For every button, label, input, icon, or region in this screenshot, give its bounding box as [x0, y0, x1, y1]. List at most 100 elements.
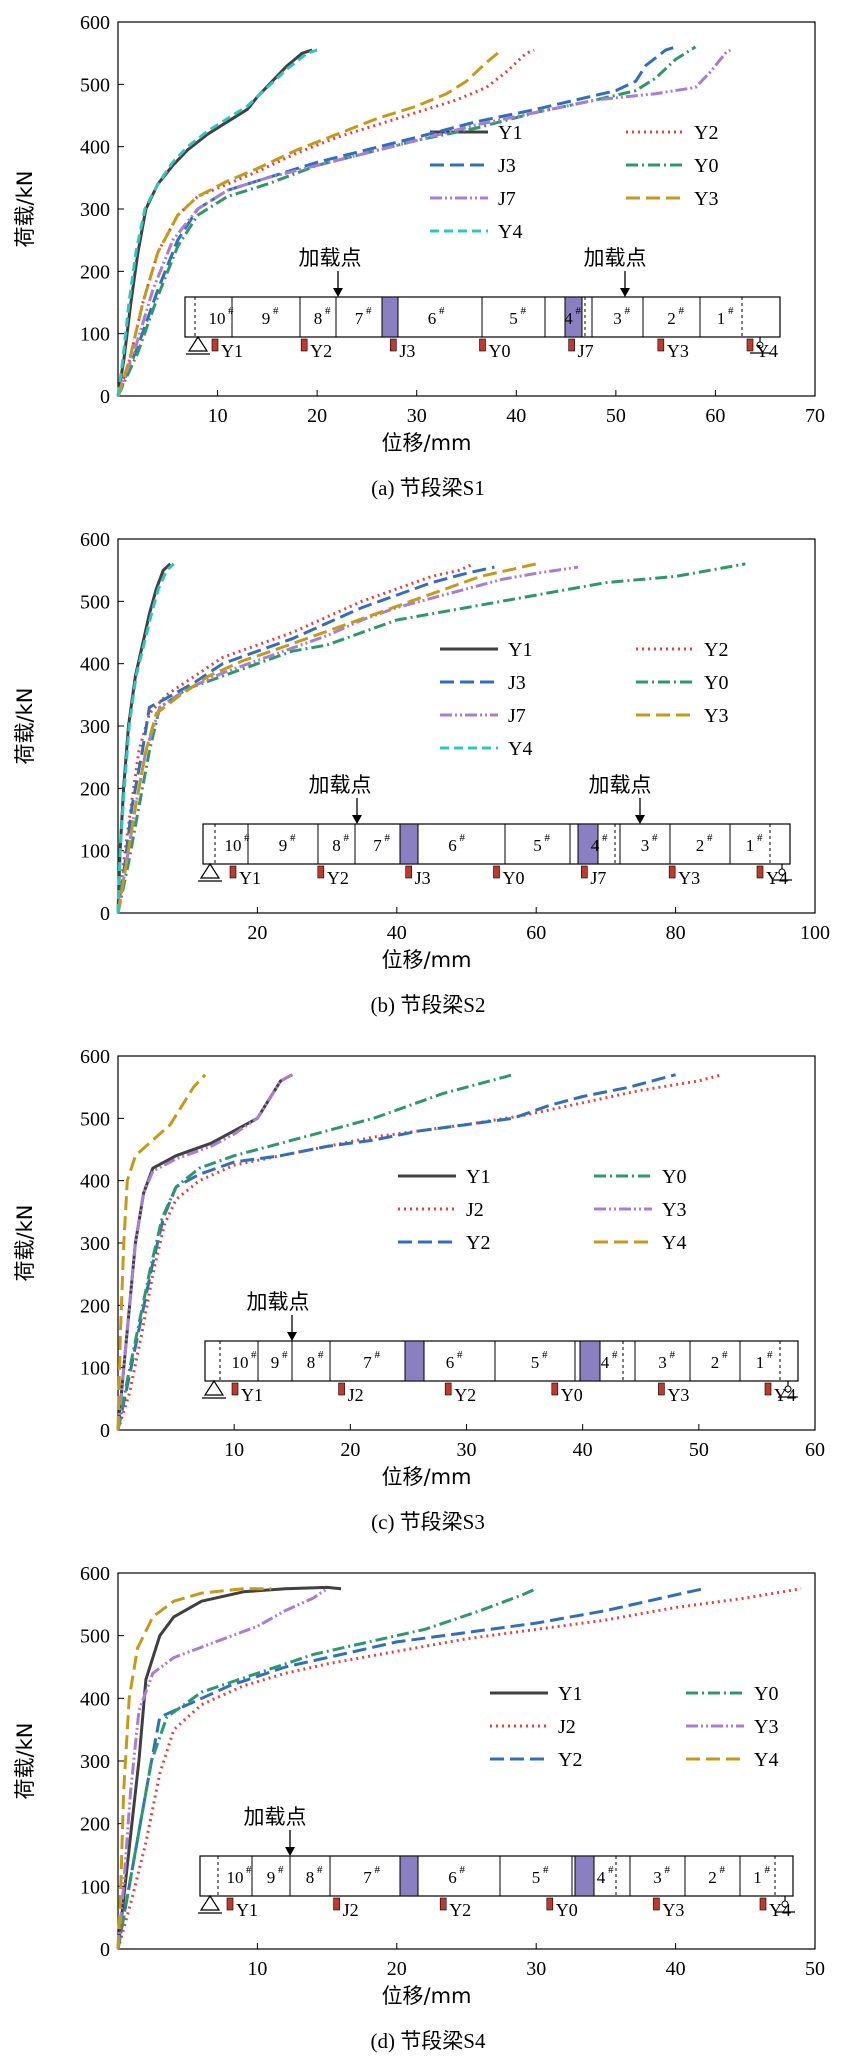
- legend-label-y4: Y4: [508, 738, 532, 760]
- chart-caption: (a) 节段梁S1: [371, 476, 485, 500]
- beam-outline: [204, 1340, 799, 1382]
- x-tick-label: 60: [526, 922, 546, 944]
- chart-svg-c: 0 100 200 300 400 500 600 10 20 30 40 50 60 位移/mm 荷载/k…: [13, 1046, 825, 1534]
- roller-circle: [778, 868, 786, 876]
- chart-svg-b: 0 100 200 300 400 500 600 20 40 60 80 100 位移/mm 荷载/kN…: [13, 529, 830, 1017]
- segment-label: 7: [373, 836, 382, 855]
- series-line-y3: [116, 48, 503, 397]
- series-line-y4: [116, 562, 175, 914]
- segment-superscript: #: [318, 1349, 324, 1361]
- segment-label: 3: [613, 309, 622, 328]
- segment-label: 10: [227, 1868, 244, 1887]
- segment-superscript: #: [720, 1864, 726, 1876]
- legend-label-y1: Y1: [508, 639, 532, 661]
- series-line-y0: [116, 1587, 537, 1950]
- y-tick-label: 200: [80, 778, 110, 800]
- y-tick-label: 300: [80, 1751, 110, 1773]
- legend-label-y1: Y1: [558, 1683, 582, 1705]
- segment-label: 9: [262, 309, 271, 328]
- x-tick-label: 10: [247, 1958, 267, 1980]
- displacement-gauge-icon: [300, 338, 308, 352]
- segment-superscript: #: [728, 305, 734, 317]
- legend-label-j3: J3: [508, 672, 526, 694]
- segment-superscript: #: [251, 1349, 257, 1361]
- segment-label: 2: [696, 836, 705, 855]
- legend-label-j2: J2: [466, 1199, 484, 1221]
- y-tick-label: 500: [80, 591, 110, 613]
- series-line-j7: [116, 48, 732, 397]
- y-tick-label: 0: [100, 1420, 110, 1442]
- load-arrow-head-icon: [333, 288, 343, 297]
- displacement-gauge-icon: [405, 865, 412, 879]
- series-line-y2: [116, 562, 475, 914]
- x-tick-label: 100: [800, 922, 830, 944]
- chart-caption: (b) 节段梁S2: [371, 993, 486, 1017]
- legend-label-y1: Y1: [466, 1166, 490, 1188]
- segment-superscript: #: [385, 832, 391, 844]
- gauge-label: J3: [399, 341, 415, 361]
- segment-label: 6: [448, 836, 457, 855]
- segment-superscript: #: [317, 1864, 323, 1876]
- segment-superscript: #: [757, 832, 763, 844]
- y-tick-label: 400: [80, 137, 110, 159]
- y-tick-label: 100: [80, 1358, 110, 1380]
- segment-label: 3: [658, 1353, 667, 1372]
- segment-superscript: #: [273, 305, 279, 317]
- gauge-label: J7: [590, 868, 606, 888]
- pin-support-icon: [199, 1894, 221, 1911]
- y-tick-label: 200: [80, 1295, 110, 1317]
- legend-label-y3: Y3: [694, 188, 718, 210]
- segment-superscript: #: [244, 832, 250, 844]
- load-arrow-head-icon: [620, 288, 630, 297]
- displacement-gauge-icon: [653, 1897, 660, 1911]
- gauge-label: Y0: [556, 1900, 578, 1920]
- segment-superscript: #: [545, 832, 551, 844]
- series-line-y4: [116, 1587, 272, 1950]
- legend-label-j7: J7: [508, 705, 526, 727]
- legend-label-y1: Y1: [498, 122, 522, 144]
- roller-circle: [784, 1385, 792, 1393]
- segment-superscript: #: [282, 1349, 288, 1361]
- segment-label: 1: [746, 836, 755, 855]
- joint-block: [574, 1855, 595, 1897]
- gauge-label: Y2: [327, 868, 349, 888]
- segment-label: 5: [531, 1353, 540, 1372]
- x-tick-label: 20: [340, 1439, 360, 1461]
- segment-label: 6: [446, 1353, 455, 1372]
- legend-label-y3: Y3: [754, 1716, 778, 1738]
- segment-label: 9: [271, 1353, 280, 1372]
- segment-label: 10: [209, 309, 226, 328]
- displacement-gauge-icon: [668, 865, 676, 879]
- segment-label: 8: [332, 836, 341, 855]
- y-tick-label: 400: [80, 654, 110, 676]
- chart-panel-b: 0 100 200 300 400 500 600 20 40 60 80 100 位移/mm 荷载/kN…: [0, 517, 856, 1034]
- segment-label: 1: [753, 1868, 762, 1887]
- y-tick-label: 0: [100, 1939, 110, 1961]
- segment-label: 4: [597, 1868, 606, 1887]
- segment-superscript: #: [460, 832, 466, 844]
- y-tick-label: 0: [100, 386, 110, 408]
- x-tick-label: 40: [506, 405, 526, 427]
- gauge-label: Y2: [454, 1385, 476, 1405]
- x-tick-label: 20: [247, 922, 267, 944]
- gauge-label: Y1: [221, 341, 243, 361]
- segment-superscript: #: [576, 305, 582, 317]
- joint-block: [399, 1855, 419, 1897]
- displacement-gauge-icon: [333, 1897, 340, 1911]
- x-tick-label: 40: [666, 1958, 686, 1980]
- segment-superscript: #: [612, 1349, 618, 1361]
- displacement-gauge-icon: [657, 338, 665, 352]
- x-axis-title: 位移/mm: [382, 1465, 472, 1489]
- y-tick-label: 100: [80, 1876, 110, 1898]
- y-tick-label: 400: [80, 1688, 110, 1710]
- displacement-gauge-icon: [746, 338, 754, 352]
- legend-label-j7: J7: [498, 188, 516, 210]
- x-tick-label: 10: [224, 1439, 244, 1461]
- segment-superscript: #: [228, 305, 234, 317]
- legend-label-y3: Y3: [662, 1199, 686, 1221]
- chart-panel-a: 0 100 200 300 400 500 600 10 20 30 40 50 60 70 位移/mm 荷载…: [0, 0, 856, 517]
- segment-superscript: #: [608, 1864, 614, 1876]
